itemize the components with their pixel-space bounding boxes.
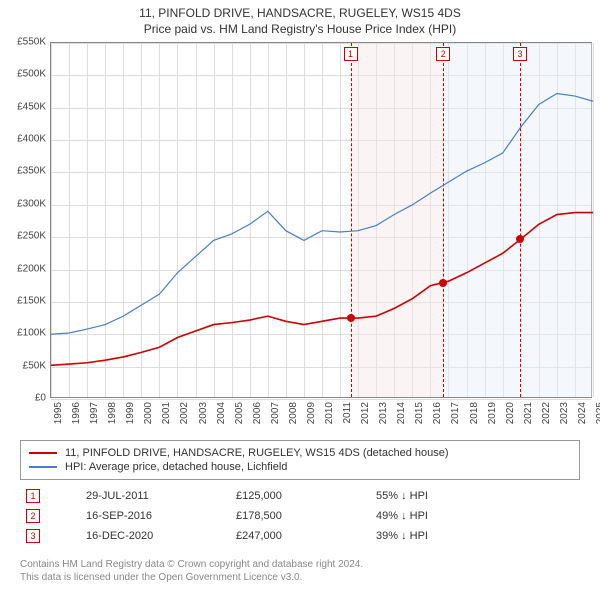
x-axis-label: 2006 (252, 402, 263, 424)
x-axis-label: 2000 (143, 402, 154, 424)
y-axis-label: £100K (6, 328, 46, 339)
series-line (51, 93, 593, 334)
y-axis-label: £200K (6, 263, 46, 274)
legend-label: HPI: Average price, detached house, Lich… (65, 461, 287, 473)
y-axis-label: £550K (6, 37, 46, 48)
x-axis-label: 2003 (198, 402, 209, 424)
y-axis-label: £0 (6, 393, 46, 404)
x-axis-label: 1999 (125, 402, 136, 424)
x-axis-label: 1998 (107, 402, 118, 424)
chart-svg (51, 43, 593, 399)
footer-line-1: Contains HM Land Registry data © Crown c… (20, 558, 363, 571)
x-axis-label: 2022 (541, 402, 552, 424)
sale-date: 16-DEC-2020 (86, 530, 236, 542)
x-axis-label: 2001 (161, 402, 172, 424)
y-axis-label: £500K (6, 69, 46, 80)
x-axis-label: 1997 (89, 402, 100, 424)
plot-area: 123 (50, 42, 592, 398)
x-axis-label: 2005 (234, 402, 245, 424)
legend-label: 11, PINFOLD DRIVE, HANDSACRE, RUGELEY, W… (65, 447, 449, 459)
x-axis-label: 2008 (288, 402, 299, 424)
sale-row: 3 16-DEC-2020£247,00039% ↓ HPI (20, 526, 580, 546)
legend-swatch (29, 466, 57, 468)
x-axis-label: 2016 (432, 402, 443, 424)
y-axis-label: £300K (6, 198, 46, 209)
sale-row-number: 1 (26, 489, 40, 503)
x-axis-label: 2025 (595, 402, 600, 424)
chart-area: 123 £0 £50K £100K £150K £200K £250K £300K £350K… (8, 42, 592, 422)
gridline-y (51, 399, 591, 400)
x-axis-label: 1996 (71, 402, 82, 424)
legend-box: 11, PINFOLD DRIVE, HANDSACRE, RUGELEY, W… (20, 440, 580, 480)
sale-row-number: 3 (26, 529, 40, 543)
sale-date: 29-JUL-2011 (86, 490, 236, 502)
x-axis-label: 2024 (577, 402, 588, 424)
y-axis-label: £400K (6, 134, 46, 145)
x-axis-label: 2017 (450, 402, 461, 424)
sale-row: 1 29-JUL-2011£125,00055% ↓ HPI (20, 486, 580, 506)
x-axis-label: 2010 (324, 402, 335, 424)
x-axis-label: 2014 (396, 402, 407, 424)
x-axis-label: 2019 (487, 402, 498, 424)
sales-table: 1 29-JUL-2011£125,00055% ↓ HPI 2 16-SEP-201… (20, 486, 580, 546)
x-axis-label: 2015 (414, 402, 425, 424)
y-axis-label: £50K (6, 360, 46, 371)
x-axis-label: 1995 (53, 402, 64, 424)
sale-diff: 55% ↓ HPI (376, 490, 580, 502)
x-axis-label: 2012 (360, 402, 371, 424)
footer-attribution: Contains HM Land Registry data © Crown c… (20, 558, 363, 584)
sale-price: £125,000 (236, 490, 376, 502)
sale-diff: 49% ↓ HPI (376, 510, 580, 522)
chart-subtitle: Price paid vs. HM Land Registry's House … (0, 20, 600, 40)
y-axis-label: £350K (6, 166, 46, 177)
footer-line-2: This data is licensed under the Open Gov… (20, 571, 363, 584)
x-axis-label: 2007 (270, 402, 281, 424)
y-axis-label: £250K (6, 231, 46, 242)
x-axis-label: 2020 (505, 402, 516, 424)
sale-price: £247,000 (236, 530, 376, 542)
x-axis-label: 2009 (306, 402, 317, 424)
sale-row-number: 2 (26, 509, 40, 523)
x-axis-label: 2002 (179, 402, 190, 424)
y-axis-label: £150K (6, 295, 46, 306)
legend-swatch (29, 452, 57, 454)
y-axis-label: £450K (6, 101, 46, 112)
x-axis-label: 2013 (378, 402, 389, 424)
x-axis-label: 2004 (216, 402, 227, 424)
legend-item: 11, PINFOLD DRIVE, HANDSACRE, RUGELEY, W… (29, 446, 571, 460)
sale-row: 2 16-SEP-2016£178,50049% ↓ HPI (20, 506, 580, 526)
x-axis-label: 2018 (469, 402, 480, 424)
x-axis-label: 2021 (523, 402, 534, 424)
chart-title: 11, PINFOLD DRIVE, HANDSACRE, RUGELEY, W… (0, 0, 600, 20)
x-axis-label: 2023 (559, 402, 570, 424)
sale-price: £178,500 (236, 510, 376, 522)
sale-date: 16-SEP-2016 (86, 510, 236, 522)
series-line (51, 213, 593, 366)
legend-item: HPI: Average price, detached house, Lich… (29, 460, 571, 474)
sale-diff: 39% ↓ HPI (376, 530, 580, 542)
gridline-x (593, 43, 594, 397)
x-axis-label: 2011 (342, 402, 353, 424)
